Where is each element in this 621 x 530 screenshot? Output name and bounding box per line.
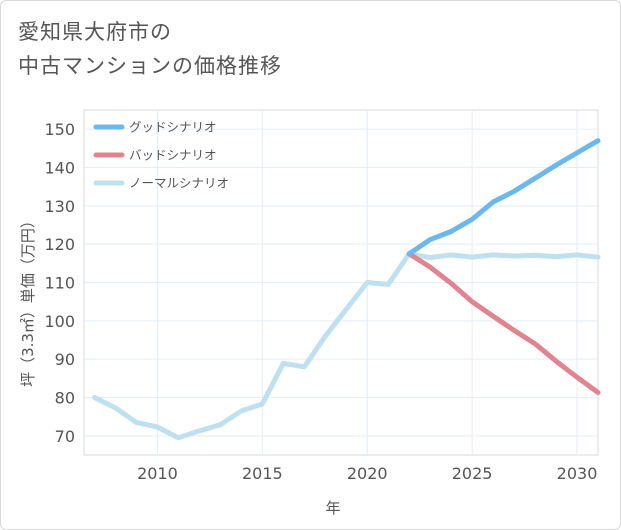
chart-title-line-2: 中古マンションの価格推移 (18, 54, 282, 78)
y-tick-label-110: 110 (44, 274, 75, 293)
y-tick-label-150: 150 (44, 120, 75, 139)
series-lines (92, 138, 601, 441)
chart-title: 愛知県大府市の 中古マンションの価格推移 (18, 15, 282, 83)
legend-label-good-scenario: グッドシナリオ (129, 120, 217, 135)
x-tick-label-2025: 2025 (452, 464, 493, 483)
y-tick-label-100: 100 (44, 312, 75, 331)
legend-label-normal-scenario: ノーマルシナリオ (129, 176, 229, 191)
y-tick-label-140: 140 (44, 159, 75, 178)
y-tick-label-90: 90 (55, 350, 75, 369)
y-tick-label-120: 120 (44, 235, 75, 254)
y-axis-label: 坪（3.3㎡）単価（万円） (19, 213, 37, 387)
x-tick-label-2010: 2010 (137, 464, 178, 483)
x-tick-label-2015: 2015 (242, 464, 283, 483)
series-line-normal-scenario (92, 251, 601, 441)
x-axis-ticks: 2010 2015 2020 2025 2030 (137, 464, 597, 483)
x-tick-label-2030: 2030 (557, 464, 598, 483)
series-line-good-scenario (406, 138, 601, 257)
legend-label-bad-scenario: バッドシナリオ (129, 148, 217, 163)
y-axis-ticks: 70 80 90 100 110 120 130 140 150 (44, 120, 75, 446)
series-line-bad-scenario (406, 251, 601, 395)
y-tick-label-130: 130 (44, 197, 75, 216)
y-tick-label-70: 70 (55, 427, 75, 446)
x-tick-label-2020: 2020 (347, 464, 388, 483)
y-tick-label-80: 80 (55, 389, 75, 408)
chart-title-line-1: 愛知県大府市の (18, 20, 172, 44)
x-axis-label: 年 (325, 499, 340, 517)
